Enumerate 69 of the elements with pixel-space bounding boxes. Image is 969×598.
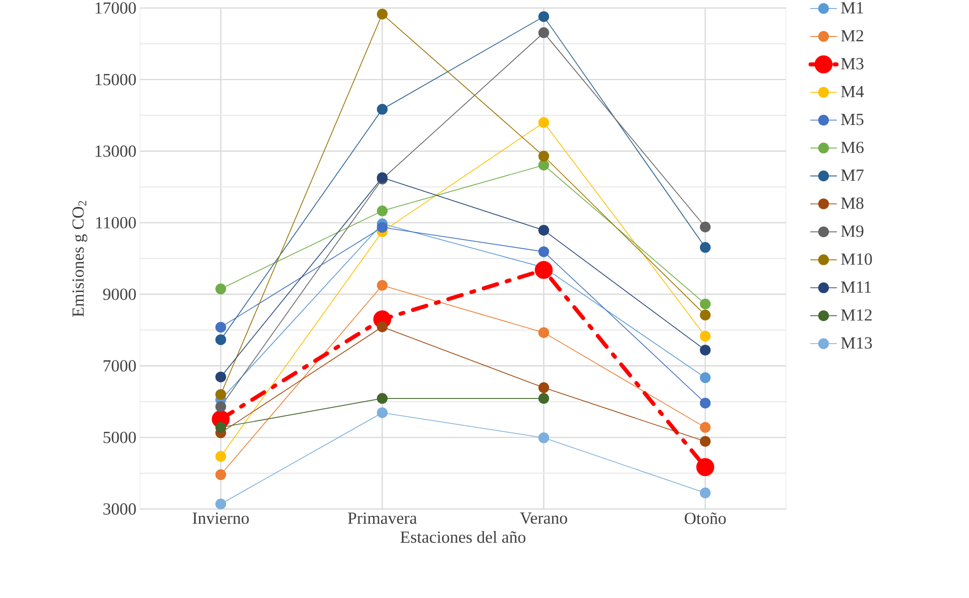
point bbox=[376, 407, 388, 418]
x-tick-label: Primavera bbox=[348, 512, 417, 524]
point bbox=[700, 372, 711, 384]
y-tick-label: 7000 bbox=[104, 360, 136, 372]
point bbox=[538, 246, 550, 258]
point bbox=[700, 488, 711, 498]
point bbox=[538, 160, 550, 170]
point bbox=[700, 330, 711, 342]
point bbox=[538, 224, 550, 236]
point bbox=[538, 393, 550, 404]
y-tick-label: 17000 bbox=[96, 2, 136, 14]
point bbox=[215, 334, 226, 346]
point bbox=[215, 498, 226, 510]
legend-label: M13 bbox=[841, 337, 872, 349]
point bbox=[700, 398, 711, 408]
y-tick-label: 15000 bbox=[96, 74, 136, 86]
x-tick-label: Verano bbox=[520, 512, 568, 524]
point bbox=[538, 27, 550, 38]
legend-label: M12 bbox=[841, 309, 872, 321]
point bbox=[534, 260, 553, 279]
legend-label: M3 bbox=[841, 58, 864, 70]
legend-label: M10 bbox=[841, 253, 872, 265]
point bbox=[538, 150, 550, 162]
legend-label: M4 bbox=[841, 86, 864, 98]
point bbox=[215, 284, 226, 294]
point bbox=[215, 401, 226, 412]
point bbox=[215, 322, 226, 333]
point bbox=[538, 327, 550, 338]
point bbox=[376, 222, 388, 233]
y-tick-label: 13000 bbox=[96, 145, 136, 157]
legend-label: M9 bbox=[841, 225, 864, 237]
point bbox=[700, 242, 711, 253]
legend-label: M1 bbox=[841, 2, 864, 14]
point bbox=[700, 422, 711, 433]
point bbox=[538, 11, 550, 22]
point bbox=[700, 222, 711, 232]
point bbox=[538, 382, 550, 394]
point bbox=[215, 469, 226, 480]
y-tick-label: 11000 bbox=[96, 216, 136, 228]
point bbox=[696, 458, 714, 476]
point bbox=[700, 298, 711, 310]
point bbox=[700, 344, 711, 356]
y-axis-title: Emisiones g CO$_{2}$ bbox=[72, 200, 88, 317]
point bbox=[538, 117, 550, 128]
y-tick-label: 3000 bbox=[103, 503, 136, 515]
legend-label: M5 bbox=[841, 114, 864, 126]
legend-label: M6 bbox=[841, 142, 864, 154]
point bbox=[376, 280, 388, 291]
x-axis-title: Estaciones del año bbox=[400, 530, 526, 543]
x-tick-label: Invierno bbox=[192, 512, 249, 524]
legend-label: M8 bbox=[841, 197, 864, 209]
point bbox=[376, 393, 388, 404]
point bbox=[376, 104, 388, 115]
point bbox=[215, 372, 226, 382]
point bbox=[376, 8, 388, 20]
point bbox=[215, 422, 226, 433]
y-tick-label: 9000 bbox=[103, 288, 136, 300]
legend-label: M2 bbox=[841, 30, 864, 42]
legend-label: M7 bbox=[841, 170, 864, 181]
point bbox=[700, 310, 711, 320]
point bbox=[215, 451, 226, 462]
legend-label: M11 bbox=[841, 281, 871, 293]
point bbox=[376, 321, 388, 332]
x-tick-label: Otoño bbox=[684, 512, 726, 524]
point bbox=[700, 436, 711, 447]
point bbox=[538, 432, 550, 444]
y-tick-label: 5000 bbox=[104, 432, 136, 444]
point bbox=[215, 389, 226, 400]
point bbox=[376, 206, 388, 216]
